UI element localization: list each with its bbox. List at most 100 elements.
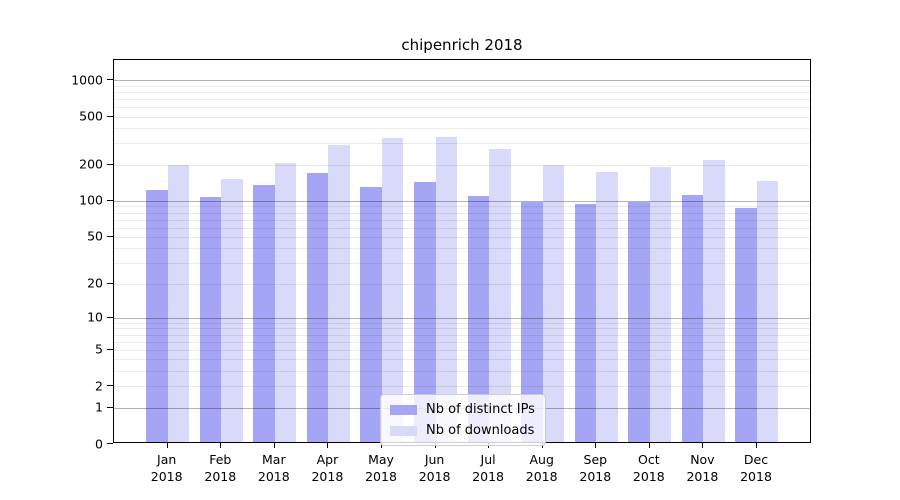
- x-tick-label-jun: Jun 2018: [418, 452, 451, 484]
- legend-item-downloads: Nb of downloads: [390, 423, 535, 438]
- grid-layer: [114, 60, 810, 442]
- bar-ips-may: [360, 186, 382, 442]
- x-tick-label-apr: Apr 2018: [311, 452, 344, 484]
- gridline-8: [114, 328, 810, 330]
- x-tick-mark-apr: [327, 443, 329, 448]
- bars-layer: [114, 60, 810, 442]
- gridline-6: [114, 341, 810, 343]
- gridline-800: [114, 91, 810, 93]
- y-tick-label-20: 20: [87, 275, 103, 291]
- bar-downloads-dec: [756, 181, 779, 442]
- bar-downloads-oct: [649, 166, 672, 442]
- bar-downloads-jul: [489, 149, 511, 442]
- gridline-2: [114, 386, 810, 388]
- gridline-10: [114, 317, 810, 319]
- bar-ips-oct: [628, 201, 650, 442]
- bar-ips-apr: [306, 173, 329, 442]
- y-tick-label-200: 200: [79, 156, 103, 172]
- bar-ips-mar: [253, 184, 275, 442]
- bar-ips-dec: [735, 208, 757, 442]
- gridline-4: [114, 359, 810, 361]
- gridline-400: [114, 128, 810, 130]
- bar-ips-nov: [681, 194, 704, 442]
- x-tick-label-oct: Oct 2018: [632, 452, 665, 484]
- gridline-70: [114, 219, 810, 221]
- gridline-200: [114, 164, 810, 166]
- y-tick-mark-20: [107, 282, 113, 284]
- bar-downloads-mar: [274, 162, 297, 442]
- gridline-20: [114, 283, 810, 285]
- y-tick-mark-0: [107, 443, 113, 444]
- y-tick-mark-1000: [107, 79, 113, 81]
- y-tick-mark-200: [107, 163, 113, 165]
- y-tick-label-0: 0: [95, 436, 103, 451]
- y-tick-label-1: 1: [95, 399, 103, 415]
- gridline-300: [114, 143, 810, 145]
- y-tick-label-50: 50: [87, 228, 103, 244]
- gridline-5: [114, 349, 810, 351]
- x-tick-mark-nov: [702, 443, 704, 448]
- x-tick-label-mar: Mar 2018: [257, 452, 290, 484]
- x-tick-label-jul: Jul 2018: [472, 452, 504, 484]
- bar-ips-sep: [574, 203, 597, 442]
- x-tick-label-may: May 2018: [365, 452, 397, 484]
- x-tick-label-aug: Aug 2018: [525, 452, 558, 484]
- bar-downloads-sep: [596, 171, 618, 442]
- y-tick-mark-2: [107, 385, 113, 387]
- bar-downloads-may: [381, 138, 404, 442]
- bar-downloads-feb: [221, 178, 243, 442]
- legend-item-distinct-ips: Nb of distinct IPs: [390, 402, 535, 417]
- y-tick-label-5: 5: [95, 341, 103, 357]
- x-tick-label-nov: Nov 2018: [686, 452, 719, 484]
- x-tick-mark-sep: [595, 443, 597, 448]
- gridline-7: [114, 334, 810, 336]
- bar-ips-jun: [414, 181, 436, 442]
- y-tick-label-1000: 1000: [71, 72, 103, 88]
- x-tick-label-dec: Dec 2018: [740, 452, 772, 484]
- bar-ips-jan: [146, 190, 168, 442]
- gridline-90: [114, 206, 810, 208]
- y-tick-mark-50: [107, 235, 113, 237]
- bar-downloads-apr: [328, 144, 350, 442]
- y-tick-mark-100: [107, 199, 113, 201]
- gridline-900: [114, 85, 810, 87]
- legend-label-distinct-ips: Nb of distinct IPs: [426, 402, 535, 417]
- gridline-500: [114, 116, 810, 118]
- bar-downloads-jun: [435, 137, 458, 442]
- gridline-600: [114, 107, 810, 108]
- bar-downloads-nov: [703, 160, 725, 442]
- x-tick-label-jan: Jan 2018: [150, 452, 183, 484]
- gridline-1000: [114, 80, 810, 82]
- plot-area: Nb of distinct IPs Nb of downloads: [113, 59, 811, 446]
- gridline-30: [114, 263, 810, 265]
- legend-swatch-ips-icon: [390, 404, 417, 415]
- x-tick-mark-oct: [648, 443, 650, 448]
- gridline-80: [114, 212, 810, 214]
- gridline-9: [114, 322, 810, 324]
- legend-swatch-downloads-icon: [390, 425, 417, 436]
- x-tick-label-feb: Feb 2018: [204, 452, 237, 484]
- y-tick-label-500: 500: [79, 108, 103, 124]
- gridline-700: [114, 98, 810, 100]
- legend: Nb of distinct IPs Nb of downloads: [380, 394, 546, 446]
- x-tick-mark-mar: [273, 443, 275, 448]
- gridline-40: [114, 248, 810, 250]
- gridline-50: [114, 236, 810, 238]
- bar-ips-jul: [467, 195, 490, 442]
- bar-downloads-aug: [542, 165, 565, 442]
- gridline-60: [114, 227, 810, 229]
- chart-title: chipenrich 2018: [401, 36, 523, 54]
- gridline-100: [114, 200, 810, 202]
- x-tick-label-sep: Sep 2018: [579, 452, 612, 484]
- x-tick-mark-feb: [220, 443, 222, 448]
- bar-downloads-jan: [167, 165, 190, 442]
- y-tick-label-100: 100: [79, 192, 103, 208]
- y-tick-mark-5: [107, 348, 113, 350]
- gridline-3: [114, 371, 810, 372]
- x-tick-mark-dec: [756, 443, 757, 448]
- x-tick-mark-jan: [166, 443, 168, 448]
- legend-label-downloads: Nb of downloads: [426, 423, 535, 438]
- y-tick-mark-10: [107, 316, 113, 318]
- y-tick-mark-1: [107, 406, 113, 408]
